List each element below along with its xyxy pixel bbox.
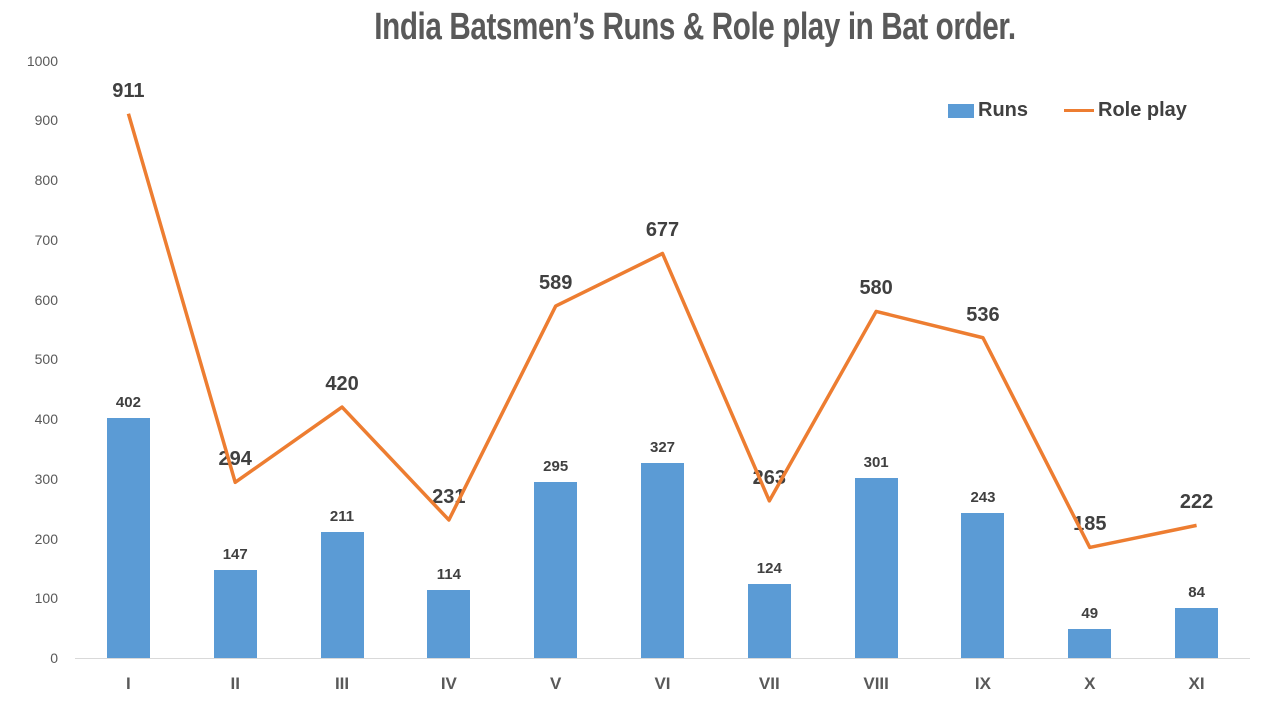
bar-value-label: 114 [436,565,461,583]
x-axis-label: VII [758,674,780,693]
bar-value-label: 124 [756,559,782,577]
bar-runs [1175,607,1219,658]
bar-runs [106,417,150,658]
bar-runs [961,512,1005,658]
line-point-label: 185 [1073,513,1107,536]
bar-value-label: 211 [329,507,355,525]
line-point-label: 536 [966,303,1000,326]
line-point-label: 231 [432,485,466,508]
y-axis-tick-label: 0 [50,650,58,666]
line-point-label: 420 [325,373,359,396]
bar-runs [854,478,898,658]
runs-swatch-icon [948,103,974,118]
x-axis-label: II [230,674,240,693]
y-axis-tick-label: 400 [34,411,58,427]
y-axis-tick-label: 300 [34,470,58,487]
bar-runs [320,531,364,658]
y-axis-tick-label: 600 [34,291,58,308]
x-axis-label: V [550,674,562,693]
line-point-label: 222 [1179,491,1214,514]
bar-value-label: 147 [222,546,248,564]
bar-runs [1068,628,1112,658]
line-point-label: 677 [645,219,680,242]
line-point-label: 263 [752,466,786,489]
y-axis-tick-label: 200 [34,530,58,547]
y-axis-tick-label: 700 [34,231,58,248]
y-axis-tick-label: 800 [34,172,58,188]
chart-title: India Batsmen’s Runs & Role play in Bat … [374,6,1016,48]
legend-item-roleplay: Role play [1064,99,1187,122]
bar-runs [641,462,684,658]
y-axis-tick-label: 500 [34,351,58,368]
roleplay-line-swatch-icon [1064,108,1094,113]
legend-label-roleplay: Role play [1098,99,1187,121]
line-point-label: 294 [218,448,252,471]
x-axis-label: VI [654,674,671,693]
x-axis-label: III [334,674,350,693]
legend-item-runs: Runs [948,99,1028,122]
y-axis-tick-label: 1000 [26,52,58,69]
x-axis-label: IX [974,674,991,693]
line-point-label: 911 [112,79,145,102]
bar-value-label: 301 [863,454,889,472]
legend: Runs Role play [948,99,1187,122]
bar-value-label: 84 [1188,583,1205,601]
line-point-label: 589 [538,272,573,295]
bar-runs [534,481,578,658]
line-point-label: 580 [859,277,893,300]
x-axis-label: I [126,674,131,693]
bar-value-label: 295 [543,457,569,475]
y-axis-tick-label: 100 [34,590,58,607]
y-axis-tick-label: 900 [34,112,58,129]
x-axis-label: VIII [863,674,889,693]
x-axis-label: XI [1188,674,1205,693]
x-axis-line [75,658,1250,659]
bar-value-label: 327 [649,438,676,456]
x-axis-label: X [1084,674,1096,693]
bar-value-label: 243 [970,488,996,506]
bar-runs [427,589,471,658]
bar-runs [213,570,257,658]
bar-value-label: 402 [115,393,141,411]
bar-value-label: 49 [1081,604,1099,622]
x-axis-label: IV [440,674,457,693]
legend-label-runs: Runs [978,99,1028,121]
bar-runs [747,583,791,658]
